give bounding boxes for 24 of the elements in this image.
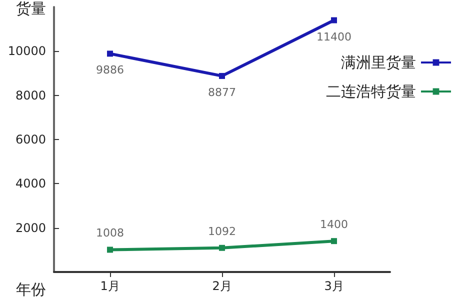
y-tick-label: 6000 xyxy=(15,132,46,146)
data-label: 1400 xyxy=(320,218,348,232)
point xyxy=(331,17,337,24)
point xyxy=(107,246,113,253)
y-tick-label: 10000 xyxy=(8,44,46,58)
x-axis-title: 年份 xyxy=(16,280,46,298)
data-label: 9886 xyxy=(96,64,124,77)
data-label: 1008 xyxy=(96,226,124,240)
data-label: 1092 xyxy=(208,224,236,238)
point xyxy=(107,50,113,57)
y-tick-label: 2000 xyxy=(15,220,46,235)
y-tick-label: 8000 xyxy=(15,88,46,102)
y-tick-label: 4000 xyxy=(15,176,46,191)
data-label: 8877 xyxy=(208,86,236,99)
legend-label: 满洲里货量 xyxy=(341,54,416,72)
x-tick-label: 3月 xyxy=(324,279,344,293)
point xyxy=(219,72,225,79)
point xyxy=(219,244,225,251)
point xyxy=(331,238,337,244)
legend-label: 二连浩特货量 xyxy=(326,82,416,100)
y-axis-title: 货量 xyxy=(16,0,46,18)
data-label: 11400 xyxy=(316,30,352,44)
x-tick-label: 1月 xyxy=(100,279,120,293)
x-tick-label: 2月 xyxy=(212,279,232,293)
